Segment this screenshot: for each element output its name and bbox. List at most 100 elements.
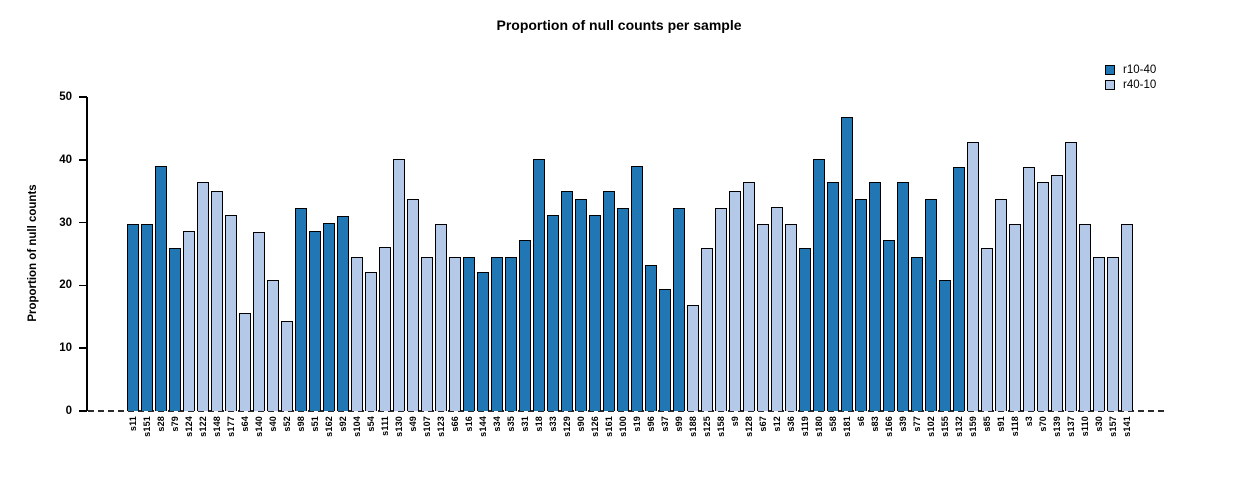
x-label-s92: s92 <box>338 416 348 432</box>
bar-s11 <box>127 223 139 411</box>
bar-s181 <box>841 117 853 411</box>
y-axis-label: Proportion of null counts <box>27 184 39 322</box>
x-label-s166: s166 <box>884 416 894 437</box>
x-label-s85: s85 <box>982 416 992 432</box>
x-label-s90: s90 <box>576 416 586 432</box>
bar-s137 <box>1065 142 1077 411</box>
x-label-s12: s12 <box>772 416 782 432</box>
x-label-s98: s98 <box>296 416 306 432</box>
x-label-s54: s54 <box>366 416 376 432</box>
legend-label: r40-10 <box>1123 79 1157 92</box>
x-label-s125: s125 <box>702 416 712 437</box>
x-label-s181: s181 <box>842 416 852 437</box>
bar-s122 <box>197 182 209 411</box>
y-tick-label: 20 <box>59 279 72 292</box>
bar-s18 <box>533 159 545 411</box>
legend-swatch-icon <box>1105 64 1115 75</box>
bar-s180 <box>813 158 825 411</box>
x-label-s39: s39 <box>898 416 908 432</box>
bar-s188 <box>687 304 699 411</box>
y-tick <box>79 347 87 349</box>
x-label-s3: s3 <box>1024 416 1034 427</box>
y-tick-label: 50 <box>59 91 72 103</box>
x-label-s122: s122 <box>198 416 208 437</box>
x-label-s66: s66 <box>450 416 460 432</box>
y-tick-label: 10 <box>59 342 72 355</box>
bar-s9 <box>729 191 741 411</box>
bar-s92 <box>337 215 349 411</box>
x-label-s119: s119 <box>800 416 810 437</box>
chart-title: Proportion of null counts per sample <box>496 17 742 33</box>
x-label-s96: s96 <box>646 416 656 432</box>
bar-s96 <box>645 264 657 411</box>
x-label-s49: s49 <box>408 416 418 432</box>
bar-s64 <box>239 313 251 411</box>
bar-s40 <box>267 280 279 411</box>
x-label-s132: s132 <box>954 416 964 437</box>
bar-s159 <box>967 142 979 411</box>
x-label-s110: s110 <box>1080 416 1090 437</box>
bar-s67 <box>757 223 769 411</box>
x-label-s180: s180 <box>814 416 824 437</box>
x-label-s126: s126 <box>590 416 600 437</box>
bar-s90 <box>575 199 587 411</box>
bar-s83 <box>869 182 881 411</box>
bar-s104 <box>351 256 363 411</box>
bar-s16 <box>463 256 475 411</box>
x-label-s9: s9 <box>730 416 740 427</box>
x-label-s100: s100 <box>618 416 628 437</box>
x-axis-labels: s11 s151 s28 s79 s124 s122 s148 s177 s64 s140 s40 s… <box>127 416 1133 437</box>
x-label-s124: s124 <box>184 416 194 437</box>
x-label-s6: s6 <box>856 416 866 427</box>
bar-s177 <box>225 215 237 411</box>
bar-s157 <box>1107 256 1119 411</box>
legend-label: r10-40 <box>1123 63 1157 76</box>
x-label-s70: s70 <box>1038 416 1048 432</box>
bar-s129 <box>561 191 573 411</box>
legend-item-r10-40: r10-40 <box>1105 62 1156 78</box>
bar-s31 <box>519 239 531 411</box>
legend-item-r40-10: r40-10 <box>1105 78 1156 94</box>
x-label-s18: s18 <box>534 416 544 432</box>
bar-s51 <box>309 231 321 411</box>
x-label-s33: s33 <box>548 416 558 432</box>
x-label-s104: s104 <box>352 416 362 437</box>
bar-s6 <box>855 199 867 411</box>
x-label-s52: s52 <box>282 416 292 432</box>
x-label-s111: s111 <box>380 416 390 436</box>
x-label-s157: s157 <box>1108 416 1118 437</box>
bar-s111 <box>379 247 391 411</box>
x-label-s162: s162 <box>324 416 334 437</box>
bar-s118 <box>1009 223 1021 411</box>
bar-s107 <box>421 256 433 411</box>
bar-s3 <box>1023 166 1035 411</box>
bar-s19 <box>631 166 643 411</box>
y-axis-line <box>86 97 88 411</box>
bar-s123 <box>435 223 447 411</box>
x-label-s40: s40 <box>268 416 278 432</box>
y-tick <box>79 221 87 224</box>
bar-s140 <box>253 232 265 411</box>
bar-s119 <box>799 247 811 411</box>
bar-s58 <box>827 182 839 411</box>
x-label-s155: s155 <box>940 416 950 437</box>
x-label-s144: s144 <box>478 416 488 437</box>
x-label-s16: s16 <box>464 416 474 432</box>
x-label-s129: s129 <box>562 416 572 437</box>
bar-s39 <box>897 182 909 411</box>
x-label-s158: s158 <box>716 416 726 437</box>
bar-s77 <box>911 256 923 411</box>
x-label-s141: s141 <box>1122 416 1132 437</box>
x-label-s159: s159 <box>968 416 978 437</box>
bar-s98 <box>295 207 307 411</box>
bar-s12 <box>771 206 783 411</box>
y-tick-label: 0 <box>65 405 72 417</box>
x-label-s30: s30 <box>1094 416 1104 432</box>
bar-s91 <box>995 199 1007 411</box>
x-label-s148: s148 <box>212 416 222 437</box>
bars-area <box>127 97 1133 411</box>
x-label-s118: s118 <box>1010 416 1020 437</box>
x-label-s139: s139 <box>1052 416 1062 437</box>
y-tick <box>79 159 87 161</box>
